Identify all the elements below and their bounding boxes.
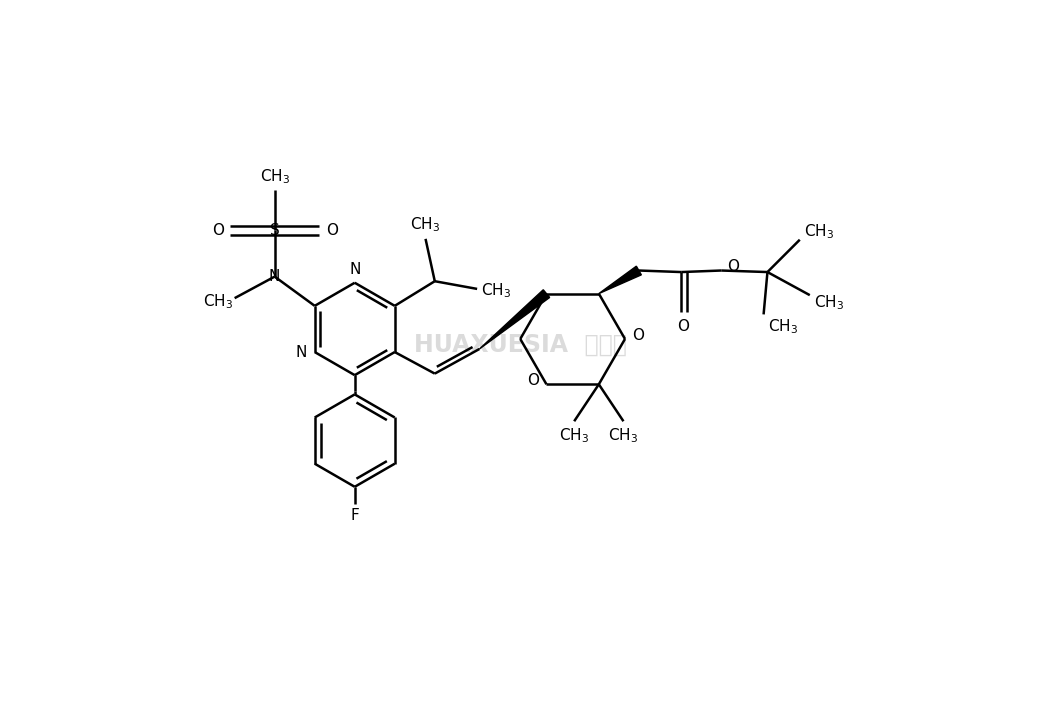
Text: CH$_3$: CH$_3$ [768, 318, 798, 336]
Text: N: N [295, 345, 307, 359]
Text: O: O [326, 223, 337, 238]
Text: S: S [269, 223, 279, 238]
Text: F: F [350, 508, 359, 523]
Text: CH$_3$: CH$_3$ [482, 281, 511, 300]
Polygon shape [598, 266, 641, 294]
Text: O: O [527, 373, 539, 388]
Text: N: N [269, 269, 280, 284]
Text: CH$_3$: CH$_3$ [203, 292, 232, 311]
Text: CH$_3$: CH$_3$ [559, 426, 589, 445]
Polygon shape [480, 289, 550, 349]
Text: N: N [349, 262, 361, 277]
Text: CH$_3$: CH$_3$ [260, 167, 290, 186]
Text: O: O [677, 319, 689, 334]
Text: CH$_3$: CH$_3$ [804, 222, 834, 241]
Text: O: O [727, 259, 738, 274]
Text: CH$_3$: CH$_3$ [608, 426, 639, 445]
Text: O: O [632, 328, 644, 343]
Text: HUAXUESIA  化学加: HUAXUESIA 化学加 [414, 333, 627, 356]
Text: CH$_3$: CH$_3$ [814, 294, 845, 312]
Text: CH$_3$: CH$_3$ [411, 216, 440, 234]
Text: O: O [212, 223, 224, 238]
